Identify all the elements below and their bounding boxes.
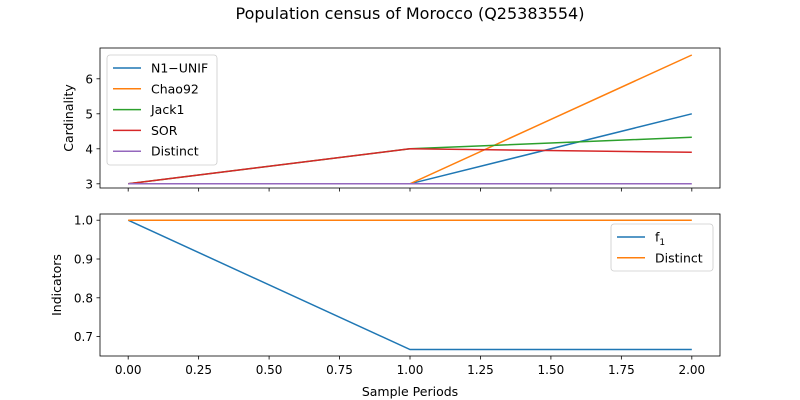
- x-tick-label: 0.50: [256, 363, 283, 377]
- y-axis-label: Cardinality: [61, 84, 76, 152]
- x-tick-label: 1.00: [397, 363, 424, 377]
- y-axis-label: Indicators: [49, 254, 64, 316]
- x-tick-label: 0.25: [185, 363, 212, 377]
- legend-entry-label: Chao92: [151, 81, 199, 96]
- x-tick-label: 1.25: [467, 363, 494, 377]
- legend-entry-label: Distinct: [151, 144, 199, 159]
- cardinality-subplot: 3 4 5 6 Cardinality N1−UNIF Chao92 Jack1 SOR Dist…: [61, 47, 721, 192]
- x-tick-label: 0.75: [326, 363, 353, 377]
- legend-entry-label: f1: [655, 230, 665, 249]
- y-tick-label: 1.0: [74, 214, 93, 228]
- chart-title: Population census of Morocco (Q25383554): [236, 4, 585, 23]
- y-tick-label: 0.8: [74, 291, 93, 305]
- legend: N1−UNIF Chao92 Jack1 SOR Distinct: [106, 54, 218, 166]
- y-tick-label: 6: [85, 72, 93, 86]
- y-tick-label: 0.9: [74, 253, 93, 267]
- x-tick-label: 0.00: [115, 363, 142, 377]
- series-line-f1: [127, 219, 692, 351]
- legend-entry-label: N1−UNIF: [151, 61, 208, 76]
- y-tick-label: 0.7: [74, 330, 93, 344]
- legend-entry-label: SOR: [151, 123, 178, 138]
- legend-box: [106, 54, 218, 166]
- legend-entry-label: Jack1: [150, 102, 184, 117]
- x-tick-label: 1.75: [608, 363, 635, 377]
- y-tick-label: 4: [85, 142, 93, 156]
- series-line-sor: [128, 148, 692, 185]
- y-tick-label: 5: [85, 107, 93, 121]
- x-tick-label: 1.50: [538, 363, 565, 377]
- indicators-subplot: 0.00 0.25 0.50 0.75 1.00 1.25 1.50 1.75 2.00 0.7 0…: [49, 213, 721, 377]
- legend-entry-label: Distinct: [655, 250, 703, 265]
- y-tick-label: 3: [85, 177, 93, 191]
- x-tick-label: 2.00: [678, 363, 705, 377]
- x-axis-label: Sample Periods: [362, 384, 458, 399]
- legend-box: [610, 223, 714, 272]
